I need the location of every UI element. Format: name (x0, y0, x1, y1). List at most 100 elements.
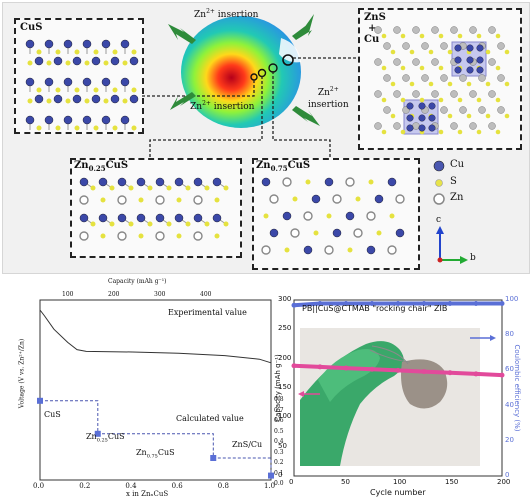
s-atom (27, 60, 33, 66)
zn075-text-b: CuS (287, 160, 311, 171)
s-atom (476, 33, 482, 39)
y2-tick-label: 20 (505, 435, 514, 444)
zn-atom (450, 26, 458, 34)
s-atom (55, 125, 61, 131)
cu-atom (63, 115, 73, 125)
s-atom (204, 185, 210, 191)
cu-atom (44, 77, 54, 87)
s-atom (409, 81, 415, 87)
s-atom (495, 33, 501, 39)
cu-atom (282, 211, 292, 221)
zn-atom (431, 26, 439, 34)
cu-atom (120, 77, 130, 87)
s-atom (204, 221, 210, 227)
cu-atom (466, 56, 474, 64)
cu-atom (53, 56, 63, 66)
zn-atom (469, 26, 477, 34)
cu-atom (454, 44, 462, 52)
s-atom (438, 129, 444, 135)
cu-atom (311, 194, 321, 204)
ce-point (447, 301, 453, 307)
s-atom (485, 81, 491, 87)
s-atom (131, 125, 137, 131)
y2-tick-label: 100 (505, 295, 519, 303)
cus-structure-box (14, 18, 144, 134)
y-tick-label: 250 (278, 324, 292, 333)
zn-atom (393, 26, 401, 34)
s-atom (381, 33, 387, 39)
capacity-point (499, 372, 505, 378)
zn-atom (261, 245, 271, 255)
s-atom (495, 65, 501, 71)
cu-atom (454, 66, 462, 74)
s-atom (368, 179, 374, 185)
zn-atom (440, 74, 448, 82)
s-atom (147, 185, 153, 191)
cu-atom (79, 177, 89, 187)
zn-atom (393, 122, 401, 130)
s-atom (466, 113, 472, 119)
s-atom (419, 33, 425, 39)
insertion-bl-text: Zn (190, 102, 203, 112)
s-atom (381, 97, 387, 103)
zn-atom (402, 74, 410, 82)
cu-atom (418, 114, 426, 122)
zn-atom (421, 42, 429, 50)
s-atom (347, 247, 353, 253)
cycling-xlabel: Cycle number (370, 488, 426, 497)
s-atom (74, 125, 80, 131)
cu-atom (193, 177, 203, 187)
insertion-right-text2: insertion (308, 100, 349, 110)
s-atom (36, 125, 42, 131)
right-tick-label: 0.4 (274, 438, 284, 445)
right-tick-label: 0.7 (274, 406, 284, 414)
zn-atom (79, 231, 89, 241)
cu-atom (466, 44, 474, 52)
s-atom (504, 81, 510, 87)
zn025-sub: 0.25 (88, 164, 106, 173)
cu-atom (476, 66, 484, 74)
right-tick-label: 0.2 (274, 459, 284, 466)
s-atom (476, 129, 482, 135)
s-atom (284, 247, 290, 253)
zns-text: ZnS (364, 12, 386, 23)
zn-atom (117, 231, 127, 241)
legend-cu: Cu (450, 159, 465, 170)
cu-atom (129, 56, 139, 66)
s-atom (131, 87, 137, 93)
s-atom (84, 98, 90, 104)
x-tick-label: 0.6 (171, 482, 183, 490)
legend-s: S (450, 176, 457, 187)
s-atom (390, 113, 396, 119)
s-atom (305, 179, 311, 185)
cu-atom (82, 115, 92, 125)
cu-atom (406, 124, 414, 132)
cu-atom (155, 177, 165, 187)
left-xlabel: x in ZnₓCuS (126, 490, 169, 498)
y-tick-label: 150 (278, 383, 292, 391)
cu-atom (476, 44, 484, 52)
cu-atom (261, 177, 271, 187)
cu-atom (101, 39, 111, 49)
ce-point (317, 301, 323, 307)
insertion-right-text: Zn (317, 88, 330, 98)
s-atom (185, 221, 191, 227)
s-atom (476, 97, 482, 103)
s-atom (109, 185, 115, 191)
cu-atom (269, 228, 279, 238)
cu-atom (120, 115, 130, 125)
s-atom (390, 81, 396, 87)
s-atom (390, 49, 396, 55)
s-atom (122, 60, 128, 66)
s-atom (90, 221, 96, 227)
s-atom (103, 98, 109, 104)
s-atom (112, 87, 118, 93)
zn-atom (374, 90, 382, 98)
s-atom (84, 60, 90, 66)
phase-point (94, 430, 101, 437)
s-atom (447, 113, 453, 119)
s-atom (313, 230, 319, 236)
cu-atom (82, 77, 92, 87)
